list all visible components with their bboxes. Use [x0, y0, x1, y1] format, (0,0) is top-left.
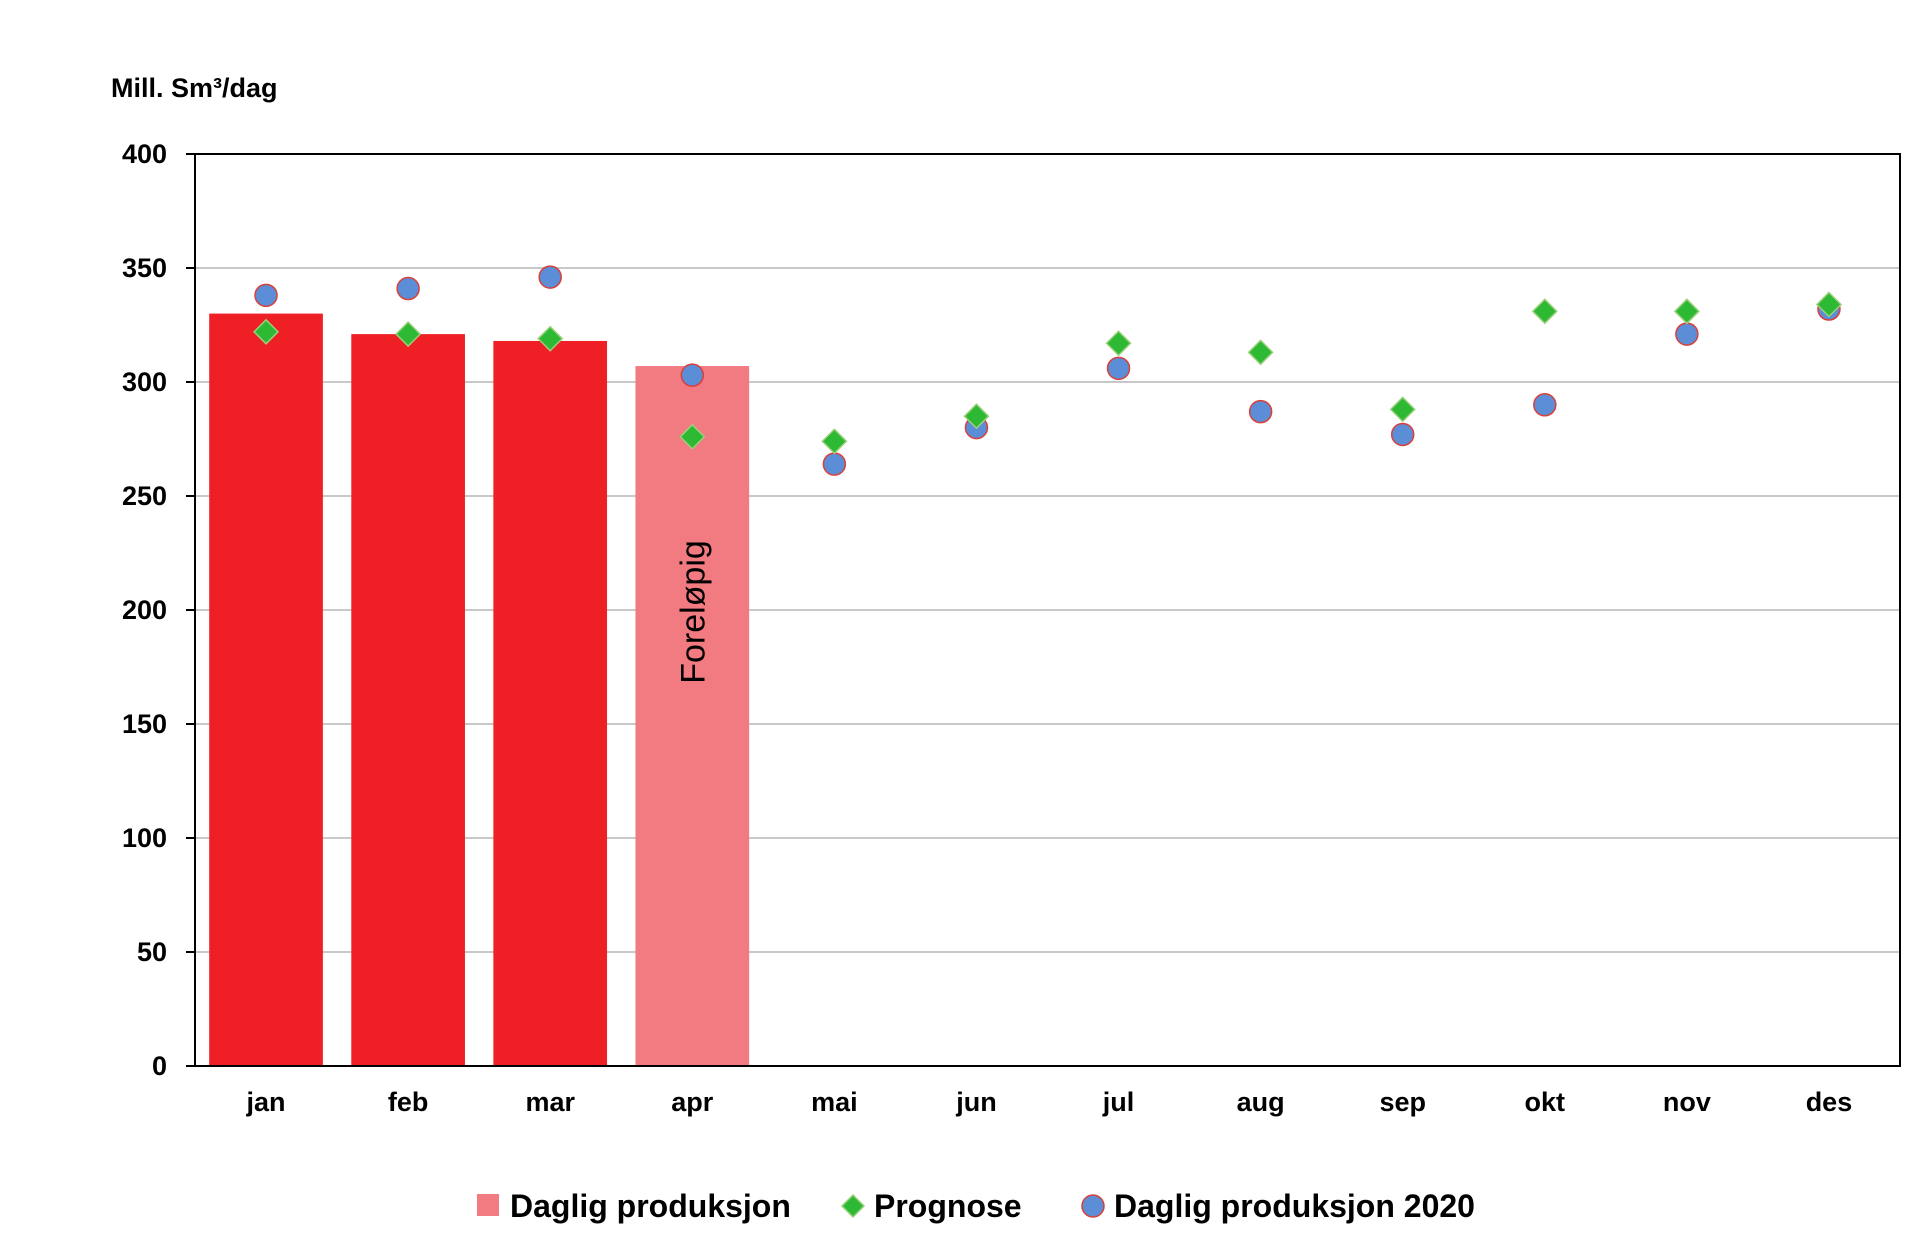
bar-mar: [493, 340, 608, 1067]
point-prognose-sep: [1389, 396, 1416, 423]
annotations: Foreløpig: [674, 540, 712, 684]
x-tick-labels: jan feb mar apr mai jun jul aug sep okt nov des: [246, 1087, 1853, 1117]
y-tick-label: 200: [122, 595, 167, 625]
x-tick-label-mai: mai: [811, 1087, 858, 1117]
point-2020-jan: [254, 283, 278, 308]
point-2020-aug: [1248, 399, 1273, 424]
bar-jan: [209, 313, 323, 1067]
y-tick-label: 0: [152, 1051, 167, 1081]
gridlines: [195, 267, 1900, 953]
x-tick-label-apr: apr: [671, 1087, 714, 1117]
point-prognose-jan: [252, 318, 280, 345]
y-tick-label: 300: [122, 367, 167, 397]
point-prognose-feb: [395, 321, 422, 348]
y-tick-label: 50: [137, 937, 167, 967]
point-2020-sep: [1390, 422, 1415, 447]
point-2020-mar: [538, 265, 562, 289]
point-prognose-aug: [1247, 339, 1274, 366]
point-prognose-apr: [679, 423, 706, 450]
point-prognose-jun: [963, 403, 990, 430]
legend-label-prognose: Prognose: [874, 1188, 1022, 1224]
y-tick-label: 250: [122, 481, 167, 511]
point-prognose-nov: [1673, 298, 1700, 325]
y-tick-labels: 0 50 100 150 200 250 300 350 400: [122, 139, 195, 1081]
legend-label-daglig-produksjon: Daglig produksjon: [510, 1188, 791, 1224]
x-tick-label-jan: jan: [246, 1087, 286, 1117]
point-2020-jul: [1106, 356, 1131, 381]
point-prognose-des: [1815, 291, 1843, 318]
bar-annotation: Foreløpig: [674, 540, 712, 684]
x-tick-label-aug: aug: [1237, 1087, 1285, 1117]
legend-swatch-2020: [1081, 1194, 1105, 1218]
y-tick-label: 350: [122, 253, 167, 283]
bar-apr: [635, 366, 750, 1066]
point-prognose-okt: [1531, 298, 1558, 325]
y-axis-unit-label: Mill. Sm³/dag: [111, 73, 278, 103]
point-prognose-jul: [1105, 330, 1132, 357]
legend: Daglig produksjon Prognose Daglig produksj…: [477, 1188, 1475, 1224]
x-tick-label-sep: sep: [1379, 1087, 1426, 1117]
point-2020-feb: [396, 276, 420, 301]
point-2020-okt: [1533, 393, 1557, 417]
legend-swatch-prognose: [840, 1193, 866, 1219]
x-tick-label-mar: mar: [525, 1087, 575, 1117]
x-tick-label-feb: feb: [388, 1087, 429, 1117]
x-tick-label-jun: jun: [955, 1087, 997, 1117]
bar-feb: [351, 334, 465, 1066]
x-tick-label-jul: jul: [1102, 1087, 1135, 1117]
x-tick-label-nov: nov: [1663, 1087, 1711, 1117]
y-tick-label: 100: [122, 823, 167, 853]
point-2020-apr: [680, 363, 705, 387]
y-tick-label: 150: [122, 709, 167, 739]
y-tick-label: 400: [122, 139, 167, 169]
bars: [209, 313, 750, 1067]
x-tick-label-okt: okt: [1525, 1087, 1566, 1117]
markers: [252, 265, 1843, 476]
x-tick-label-des: des: [1806, 1087, 1853, 1117]
point-2020-mai: [822, 452, 847, 476]
point-prognose-mai: [821, 428, 848, 455]
point-prognose-mar: [537, 325, 564, 352]
legend-label-2020: Daglig produksjon 2020: [1114, 1188, 1475, 1224]
legend-swatch-daglig-produksjon: [477, 1194, 499, 1216]
point-2020-nov: [1675, 322, 1699, 346]
